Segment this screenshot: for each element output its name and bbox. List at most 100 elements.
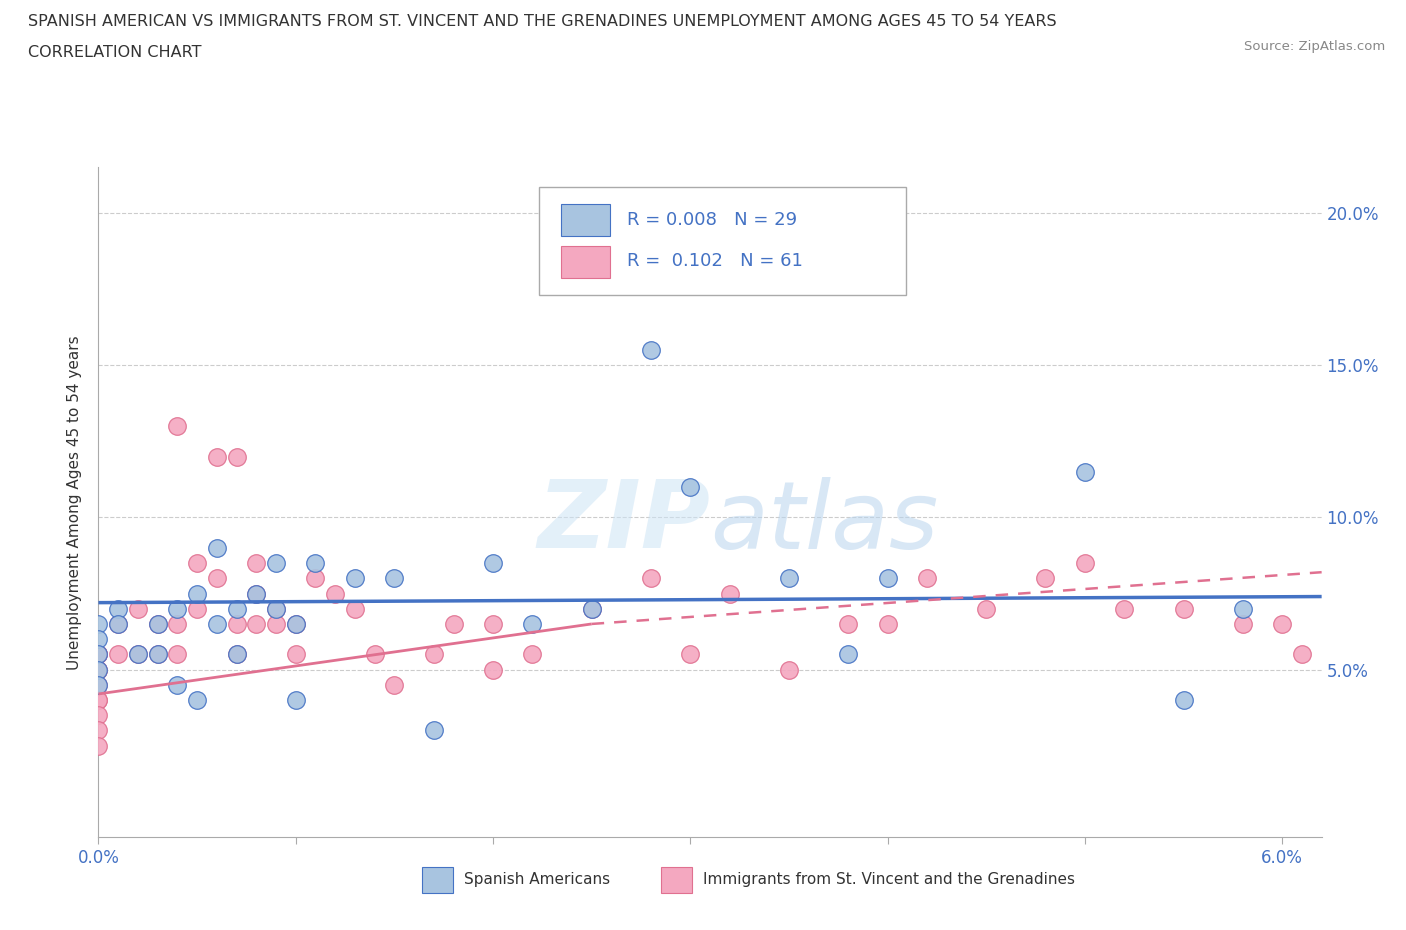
Point bbox=[581, 602, 603, 617]
Point bbox=[522, 617, 544, 631]
Point bbox=[284, 693, 307, 708]
Point bbox=[876, 617, 898, 631]
FancyBboxPatch shape bbox=[561, 205, 610, 236]
Point bbox=[284, 617, 307, 631]
Point bbox=[87, 738, 110, 753]
Point bbox=[146, 617, 169, 631]
Point bbox=[225, 647, 247, 662]
Y-axis label: Unemployment Among Ages 45 to 54 years: Unemployment Among Ages 45 to 54 years bbox=[67, 335, 83, 670]
Point bbox=[679, 480, 702, 495]
Point bbox=[1291, 647, 1313, 662]
Point bbox=[522, 647, 544, 662]
Text: ZIP: ZIP bbox=[537, 476, 710, 568]
Point bbox=[205, 540, 228, 555]
Point bbox=[284, 647, 307, 662]
Point bbox=[915, 571, 938, 586]
Point bbox=[1114, 602, 1136, 617]
Point bbox=[127, 647, 149, 662]
Point bbox=[186, 693, 208, 708]
Point bbox=[87, 677, 110, 692]
Point bbox=[382, 677, 405, 692]
Point bbox=[974, 602, 997, 617]
Point bbox=[482, 555, 505, 570]
Point bbox=[443, 617, 465, 631]
Point bbox=[166, 677, 188, 692]
Point bbox=[264, 555, 287, 570]
Point bbox=[343, 602, 366, 617]
Point bbox=[1035, 571, 1057, 586]
Point bbox=[107, 617, 129, 631]
Point bbox=[1271, 617, 1294, 631]
Point bbox=[1074, 464, 1097, 479]
Text: CORRELATION CHART: CORRELATION CHART bbox=[28, 45, 201, 60]
Point bbox=[382, 571, 405, 586]
Text: Immigrants from St. Vincent and the Grenadines: Immigrants from St. Vincent and the Gren… bbox=[703, 872, 1076, 887]
Point bbox=[245, 586, 267, 601]
Point bbox=[107, 647, 129, 662]
Point bbox=[87, 662, 110, 677]
Point bbox=[87, 631, 110, 646]
Point bbox=[87, 693, 110, 708]
Point bbox=[225, 617, 247, 631]
Point bbox=[423, 723, 446, 737]
Point bbox=[146, 647, 169, 662]
Point bbox=[87, 662, 110, 677]
Point bbox=[166, 602, 188, 617]
Point bbox=[166, 647, 188, 662]
Point bbox=[423, 647, 446, 662]
Point bbox=[205, 449, 228, 464]
Point bbox=[107, 617, 129, 631]
Text: atlas: atlas bbox=[710, 477, 938, 568]
Point bbox=[778, 571, 800, 586]
Point bbox=[87, 647, 110, 662]
Point bbox=[87, 708, 110, 723]
Point bbox=[482, 617, 505, 631]
Point bbox=[205, 617, 228, 631]
Point bbox=[107, 602, 129, 617]
Point bbox=[482, 662, 505, 677]
Point bbox=[581, 602, 603, 617]
Point bbox=[264, 602, 287, 617]
Point bbox=[245, 555, 267, 570]
Point bbox=[640, 342, 662, 357]
Point bbox=[245, 586, 267, 601]
Point bbox=[679, 647, 702, 662]
Point bbox=[87, 647, 110, 662]
Text: R =  0.102   N = 61: R = 0.102 N = 61 bbox=[627, 252, 803, 270]
Point bbox=[127, 647, 149, 662]
Point bbox=[1232, 602, 1254, 617]
Point bbox=[1232, 617, 1254, 631]
Point bbox=[146, 647, 169, 662]
Point bbox=[186, 586, 208, 601]
Point bbox=[837, 617, 859, 631]
Point bbox=[186, 555, 208, 570]
Text: SPANISH AMERICAN VS IMMIGRANTS FROM ST. VINCENT AND THE GRENADINES UNEMPLOYMENT : SPANISH AMERICAN VS IMMIGRANTS FROM ST. … bbox=[28, 14, 1057, 29]
Point bbox=[1074, 555, 1097, 570]
Point bbox=[718, 586, 741, 601]
Point bbox=[304, 555, 326, 570]
Point bbox=[778, 662, 800, 677]
Point bbox=[146, 617, 169, 631]
Point bbox=[245, 617, 267, 631]
Point bbox=[284, 617, 307, 631]
Point bbox=[87, 723, 110, 737]
Point bbox=[127, 602, 149, 617]
Point bbox=[87, 677, 110, 692]
Point bbox=[225, 602, 247, 617]
Point bbox=[87, 647, 110, 662]
Point bbox=[363, 647, 385, 662]
Point bbox=[225, 647, 247, 662]
Point bbox=[186, 602, 208, 617]
Point bbox=[225, 449, 247, 464]
Point bbox=[343, 571, 366, 586]
Point bbox=[304, 571, 326, 586]
Point bbox=[87, 662, 110, 677]
Point bbox=[166, 418, 188, 433]
Text: Source: ZipAtlas.com: Source: ZipAtlas.com bbox=[1244, 40, 1385, 53]
FancyBboxPatch shape bbox=[561, 246, 610, 278]
Point bbox=[323, 586, 346, 601]
Point bbox=[205, 571, 228, 586]
Text: Spanish Americans: Spanish Americans bbox=[464, 872, 610, 887]
Point bbox=[640, 571, 662, 586]
FancyBboxPatch shape bbox=[538, 188, 905, 295]
